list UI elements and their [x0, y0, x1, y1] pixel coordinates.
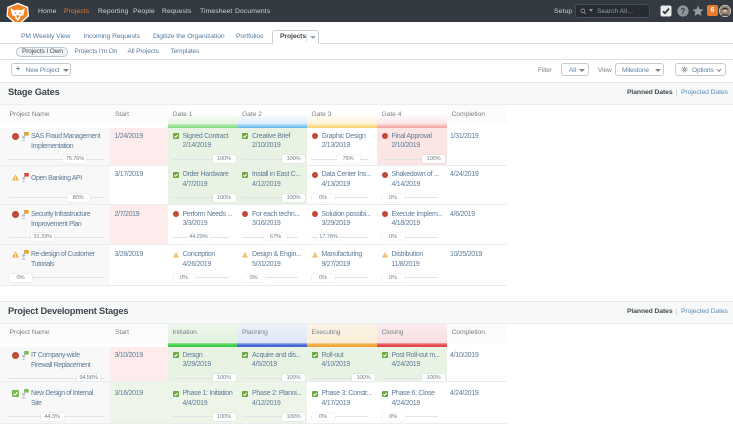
svg-text:?: ?	[681, 7, 686, 16]
